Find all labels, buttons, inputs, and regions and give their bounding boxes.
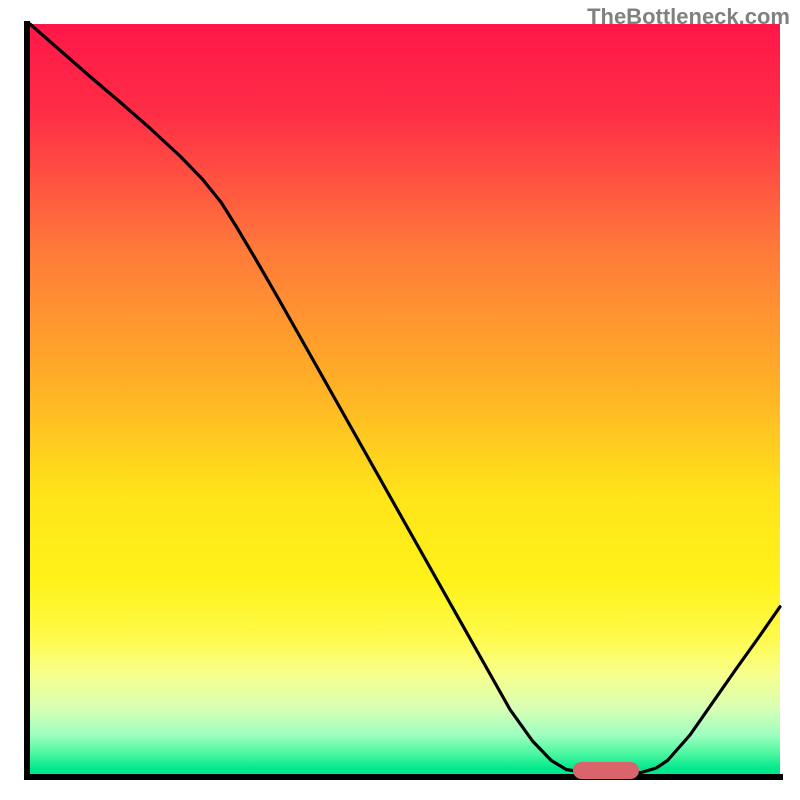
optimal-marker xyxy=(573,762,639,779)
plot-area xyxy=(24,24,780,780)
curve-layer xyxy=(24,24,780,780)
chart-root: TheBottleneck.com xyxy=(0,0,800,800)
watermark-text: TheBottleneck.com xyxy=(587,4,790,30)
axis-frame xyxy=(27,24,780,777)
data-curve xyxy=(30,24,780,773)
